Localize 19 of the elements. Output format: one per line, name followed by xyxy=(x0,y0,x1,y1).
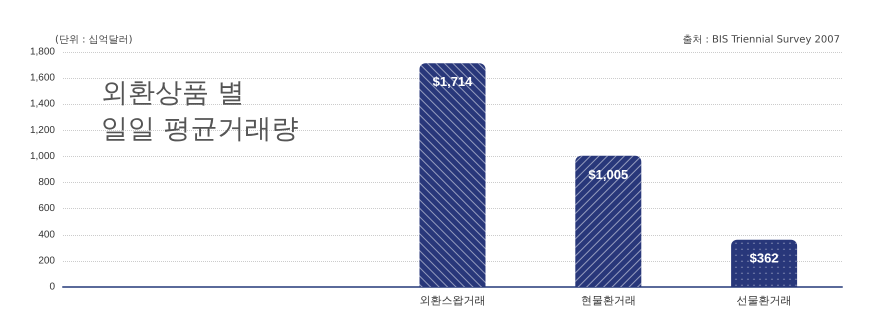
y-tick-label: 1,200 xyxy=(30,124,56,136)
x-tick-label: 외환스왑거래 xyxy=(420,294,486,307)
y-tick-label: 1,600 xyxy=(30,72,56,84)
x-tick-label: 현물환거래 xyxy=(580,294,636,307)
x-tick-label: 선물환거래 xyxy=(736,294,792,307)
data-label: $1,714 xyxy=(432,74,474,90)
y-tick-label: 1,400 xyxy=(30,98,56,110)
y-tick-label: 1,800 xyxy=(30,46,56,58)
text: 외환상품 별 일일 평균거래량 xyxy=(101,78,299,144)
y-tick-label: 1,000 xyxy=(30,150,56,162)
y-tick-label: 400 xyxy=(38,229,56,240)
y-axis-title: (단위 : 십억달러) xyxy=(55,34,133,46)
y-tick-label: 200 xyxy=(38,255,56,266)
y-tick-label: 0 xyxy=(49,282,56,292)
y-tick-label: 800 xyxy=(38,177,56,188)
source-note: 출처 : BIS Triennial Survey 2007 xyxy=(682,34,840,46)
data-label: $362 xyxy=(750,250,779,266)
data-label: $1,005 xyxy=(588,166,628,182)
y-tick-label: 600 xyxy=(38,203,56,214)
